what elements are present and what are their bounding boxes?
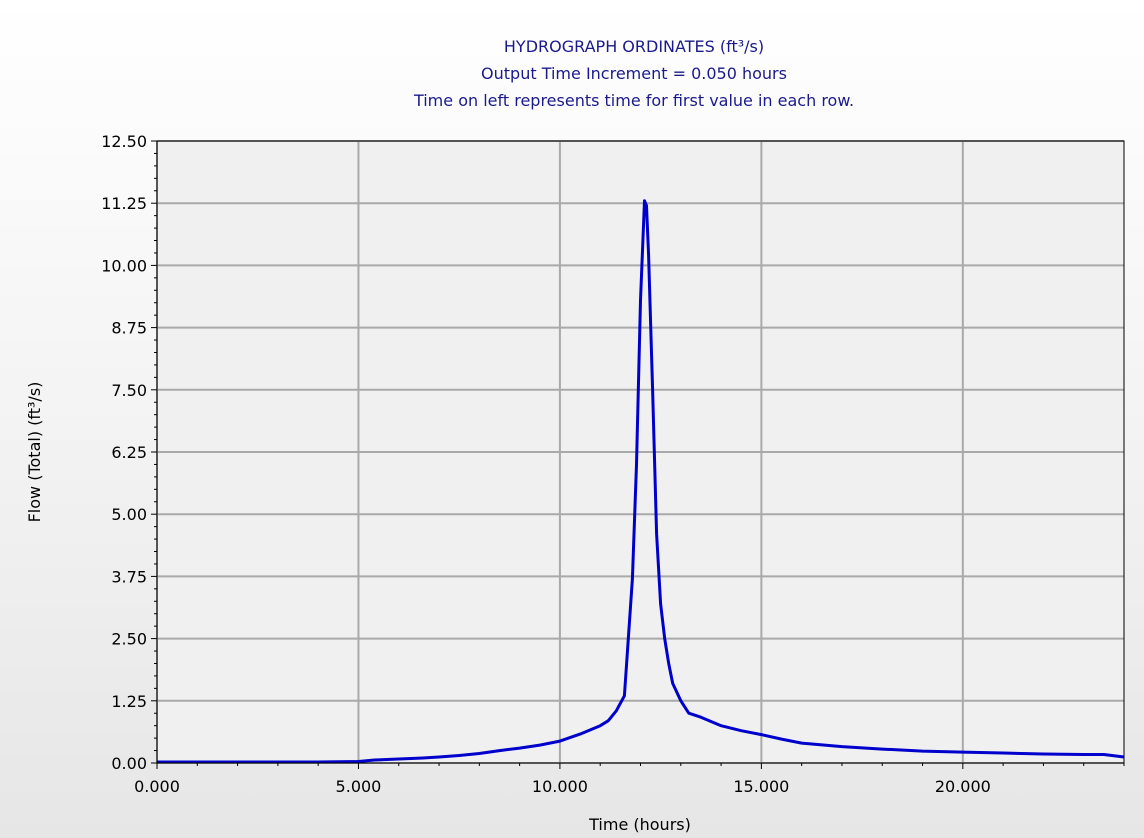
y-tick-label: 12.50 [101, 132, 147, 151]
series-layer [157, 199, 1125, 764]
y-axis-label: Flow (Total) (ft³/s) [25, 382, 44, 523]
y-axis-ticks: 0.00 1.25 2.50 3.75 5.00 6.25 7.50 8.75 10.00 11.… [101, 132, 157, 773]
y-tick-label: 3.75 [111, 567, 147, 586]
y-tick-label: 0.00 [111, 754, 147, 773]
y-tick-label: 5.00 [111, 505, 147, 524]
y-tick-label: 2.50 [111, 630, 147, 649]
y-tick-label: 6.25 [111, 443, 147, 462]
flow-series-line [157, 199, 1125, 764]
x-tick-label: 20.000 [935, 777, 991, 796]
x-tick-label: 0.000 [134, 777, 180, 796]
y-tick-label: 7.50 [111, 381, 147, 400]
x-tick-label: 10.000 [532, 777, 588, 796]
chart-title-line-3: Time on left represents time for first v… [413, 91, 854, 110]
y-tick-label: 11.25 [101, 194, 147, 213]
x-tick-label: 5.000 [336, 777, 382, 796]
chart-title: HYDROGRAPH ORDINATES (ft³/s) Output Time… [413, 37, 854, 110]
x-tick-label: 15.000 [733, 777, 789, 796]
plot-frame [156, 140, 1125, 764]
y-tick-label: 8.75 [111, 319, 147, 338]
x-axis-ticks: 0.000 5.000 10.000 15.000 20.000 [134, 763, 1125, 796]
y-tick-label: 10.00 [101, 256, 147, 275]
chart-title-line-1: HYDROGRAPH ORDINATES (ft³/s) [504, 37, 764, 56]
x-axis-label: Time (hours) [588, 815, 691, 834]
y-tick-label: 1.25 [111, 692, 147, 711]
chart-title-line-2: Output Time Increment = 0.050 hours [481, 64, 787, 83]
